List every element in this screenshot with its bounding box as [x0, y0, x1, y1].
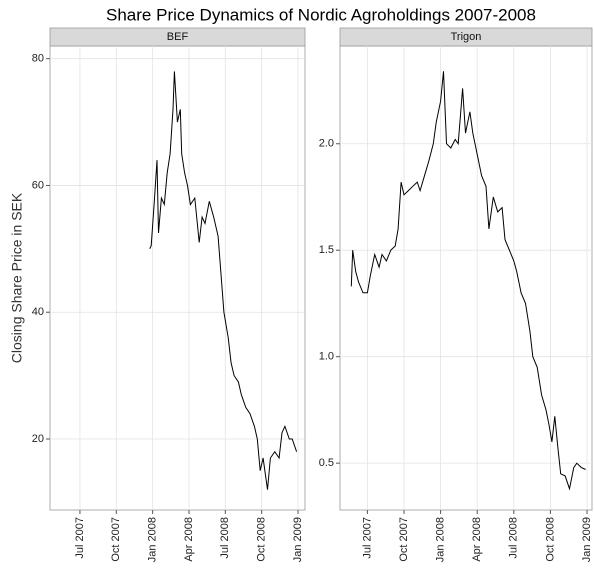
y-tick-label: 80 — [32, 53, 44, 65]
y-tick-label: 0.5 — [319, 457, 334, 469]
y-tick-label: 1.5 — [319, 244, 334, 256]
strip — [339, 27, 593, 47]
price-line — [350, 71, 586, 491]
x-tick-label: Jul 2008 — [508, 517, 520, 559]
x-tick-label: Jan 2008 — [435, 517, 447, 562]
y-tick-label: 20 — [32, 433, 44, 445]
x-tick-label: Jan 2009 — [581, 517, 593, 562]
x-tick-label: Oct 2007 — [110, 517, 122, 562]
y-axis-label: Closing Share Price in SEK — [9, 192, 25, 363]
x-tick-label: Jul 2007 — [361, 517, 373, 559]
x-tick-label: Oct 2007 — [398, 517, 410, 562]
strip-title: BEF — [167, 31, 189, 43]
x-tick-label: Jan 2009 — [292, 517, 304, 562]
x-tick-label: Jul 2007 — [74, 517, 86, 559]
x-tick-label: Oct 2008 — [544, 517, 556, 562]
price-line — [149, 71, 298, 490]
y-tick-label: 60 — [32, 179, 44, 191]
panel-background — [49, 45, 306, 511]
strip-title: Trigon — [451, 31, 482, 43]
strip — [49, 27, 306, 47]
x-tick-label: Jul 2008 — [219, 517, 231, 559]
y-tick-label: 2.0 — [319, 138, 334, 150]
panel-background — [339, 45, 593, 511]
x-tick-label: Oct 2008 — [256, 517, 268, 562]
x-tick-label: Jan 2008 — [147, 517, 159, 562]
y-tick-label: 40 — [32, 306, 44, 318]
x-tick-label: Apr 2008 — [471, 517, 483, 562]
chart-title: Share Price Dynamics of Nordic Agroholdi… — [106, 5, 536, 24]
x-tick-label: Apr 2008 — [183, 517, 195, 562]
y-tick-label: 1.0 — [319, 351, 334, 363]
